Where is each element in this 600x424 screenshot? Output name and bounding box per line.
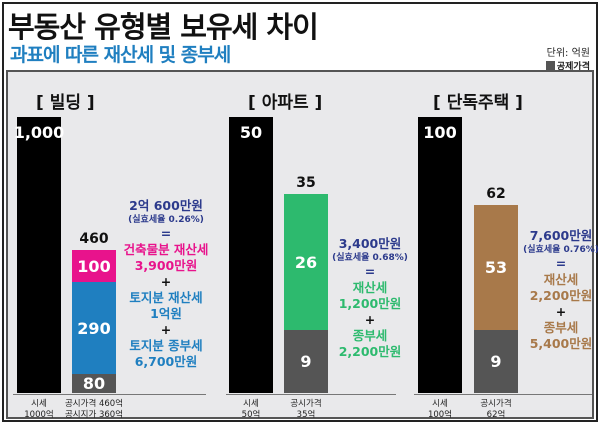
x-label-line: 시세 bbox=[432, 399, 448, 409]
x-label-line: 시세 bbox=[31, 399, 47, 409]
plus-sign: + bbox=[364, 312, 376, 327]
bar-segment: 26 bbox=[284, 194, 328, 330]
baseline bbox=[13, 394, 206, 395]
tax-amount: 1,200만원 bbox=[338, 296, 402, 311]
tax-item: 토지분 종부세 bbox=[129, 338, 203, 353]
x-label-line: 1000억 bbox=[24, 410, 54, 420]
plus-sign: + bbox=[160, 274, 172, 289]
tax-total: 3,400만원 bbox=[338, 236, 402, 251]
effective-rate: (실효세율 0.76%) bbox=[523, 245, 599, 255]
x-label-line: 35억 bbox=[296, 410, 316, 420]
tax-amount: 2,200만원 bbox=[338, 344, 402, 359]
tax-note: 7,600만원 (실효세율 0.76%) = 재산세 2,200만원 + 종부세 5,400만… bbox=[496, 228, 600, 352]
plus-sign: + bbox=[160, 322, 172, 337]
tax-item: 종부세 bbox=[352, 328, 388, 343]
tax-note: 3,400만원 (실효세율 0.68%) = 재산세 1,200만원 + 종부세 2,200만… bbox=[305, 236, 435, 360]
x-label-line: 공시가격 bbox=[290, 399, 322, 409]
tax-item: 재산세 bbox=[352, 280, 388, 295]
x-label-line: 시세 bbox=[243, 399, 259, 409]
x-label: 시세 50억 bbox=[223, 399, 279, 421]
bar-segment: 53 bbox=[474, 205, 518, 330]
tax-amount: 6,700만원 bbox=[134, 354, 198, 369]
market-price-bar: 100 bbox=[418, 117, 462, 393]
page-subtitle: 과표에 따른 재산세 및 종부세 bbox=[10, 44, 231, 66]
official-price-total-label: 35 bbox=[296, 175, 316, 191]
bar-segment: 100 bbox=[72, 250, 116, 282]
market-price-value: 50 bbox=[239, 122, 263, 142]
legend-swatch bbox=[545, 61, 555, 70]
x-label: 공시가격 460억 공시지가 360억 bbox=[42, 399, 146, 421]
tax-amount: 1억원 bbox=[150, 306, 182, 321]
plus-sign: + bbox=[555, 304, 567, 319]
x-label: 시세 1000억 bbox=[11, 399, 67, 421]
baseline bbox=[414, 394, 592, 395]
effective-rate: (실효세율 0.68%) bbox=[332, 253, 408, 263]
tax-item: 종부세 bbox=[543, 320, 579, 335]
tax-amount: 2,200만원 bbox=[529, 288, 593, 303]
tax-item: 재산세 bbox=[543, 272, 579, 287]
x-label-line: 공시가격 bbox=[480, 399, 512, 409]
x-label: 시세 100억 bbox=[412, 399, 468, 421]
x-label-line: 100억 bbox=[427, 410, 453, 420]
effective-rate: (실효세율 0.26%) bbox=[128, 215, 204, 225]
x-label-line: 62억 bbox=[486, 410, 506, 420]
tax-item: 토지분 재산세 bbox=[129, 290, 203, 305]
tax-amount: 3,900만원 bbox=[134, 258, 198, 273]
official-price-total-label: 460 bbox=[79, 231, 109, 247]
group-header: [ 단독주택 ] bbox=[433, 93, 523, 113]
unit-label: 단위: 억원 bbox=[546, 48, 590, 59]
page-title: 부동산 유형별 보유세 차이 bbox=[8, 10, 319, 44]
market-price-value: 1,000 bbox=[13, 122, 65, 142]
equals-sign: = bbox=[160, 226, 172, 241]
x-label: 공시가격 62억 bbox=[444, 399, 548, 421]
baseline bbox=[226, 394, 396, 395]
tax-total: 7,600만원 bbox=[529, 228, 593, 243]
bar-segment: 9 bbox=[474, 330, 518, 393]
legend-label: 공제가격 bbox=[556, 62, 590, 72]
equals-sign: = bbox=[364, 264, 376, 279]
x-label-line: 공시지가 360억 bbox=[64, 410, 124, 420]
tax-amount: 5,400만원 bbox=[529, 336, 593, 351]
x-label-line: 공시가격 460억 bbox=[64, 399, 124, 409]
official-price-total-label: 62 bbox=[486, 186, 506, 202]
tax-total: 2억 600만원 bbox=[129, 198, 203, 213]
market-price-value: 100 bbox=[423, 122, 457, 142]
tax-note: 2억 600만원 (실효세율 0.26%) = 건축물분 재산세 3,900만원 + 토지분… bbox=[101, 198, 231, 370]
bar-segment: 290 bbox=[72, 282, 116, 374]
bar-segment: 80 bbox=[72, 374, 116, 393]
x-label-line: 50억 bbox=[241, 410, 261, 420]
legend: 공제가격 bbox=[545, 59, 590, 72]
market-price-bar: 50 bbox=[229, 117, 273, 393]
market-price-bar: 1,000 bbox=[13, 117, 65, 393]
group-header: [ 빌딩 ] bbox=[36, 93, 95, 113]
equals-sign: = bbox=[555, 256, 567, 271]
group-header: [ 아파트 ] bbox=[248, 93, 323, 113]
bar-segment: 9 bbox=[284, 330, 328, 393]
tax-item: 건축물분 재산세 bbox=[123, 242, 209, 257]
x-label: 공시가격 35억 bbox=[254, 399, 358, 421]
